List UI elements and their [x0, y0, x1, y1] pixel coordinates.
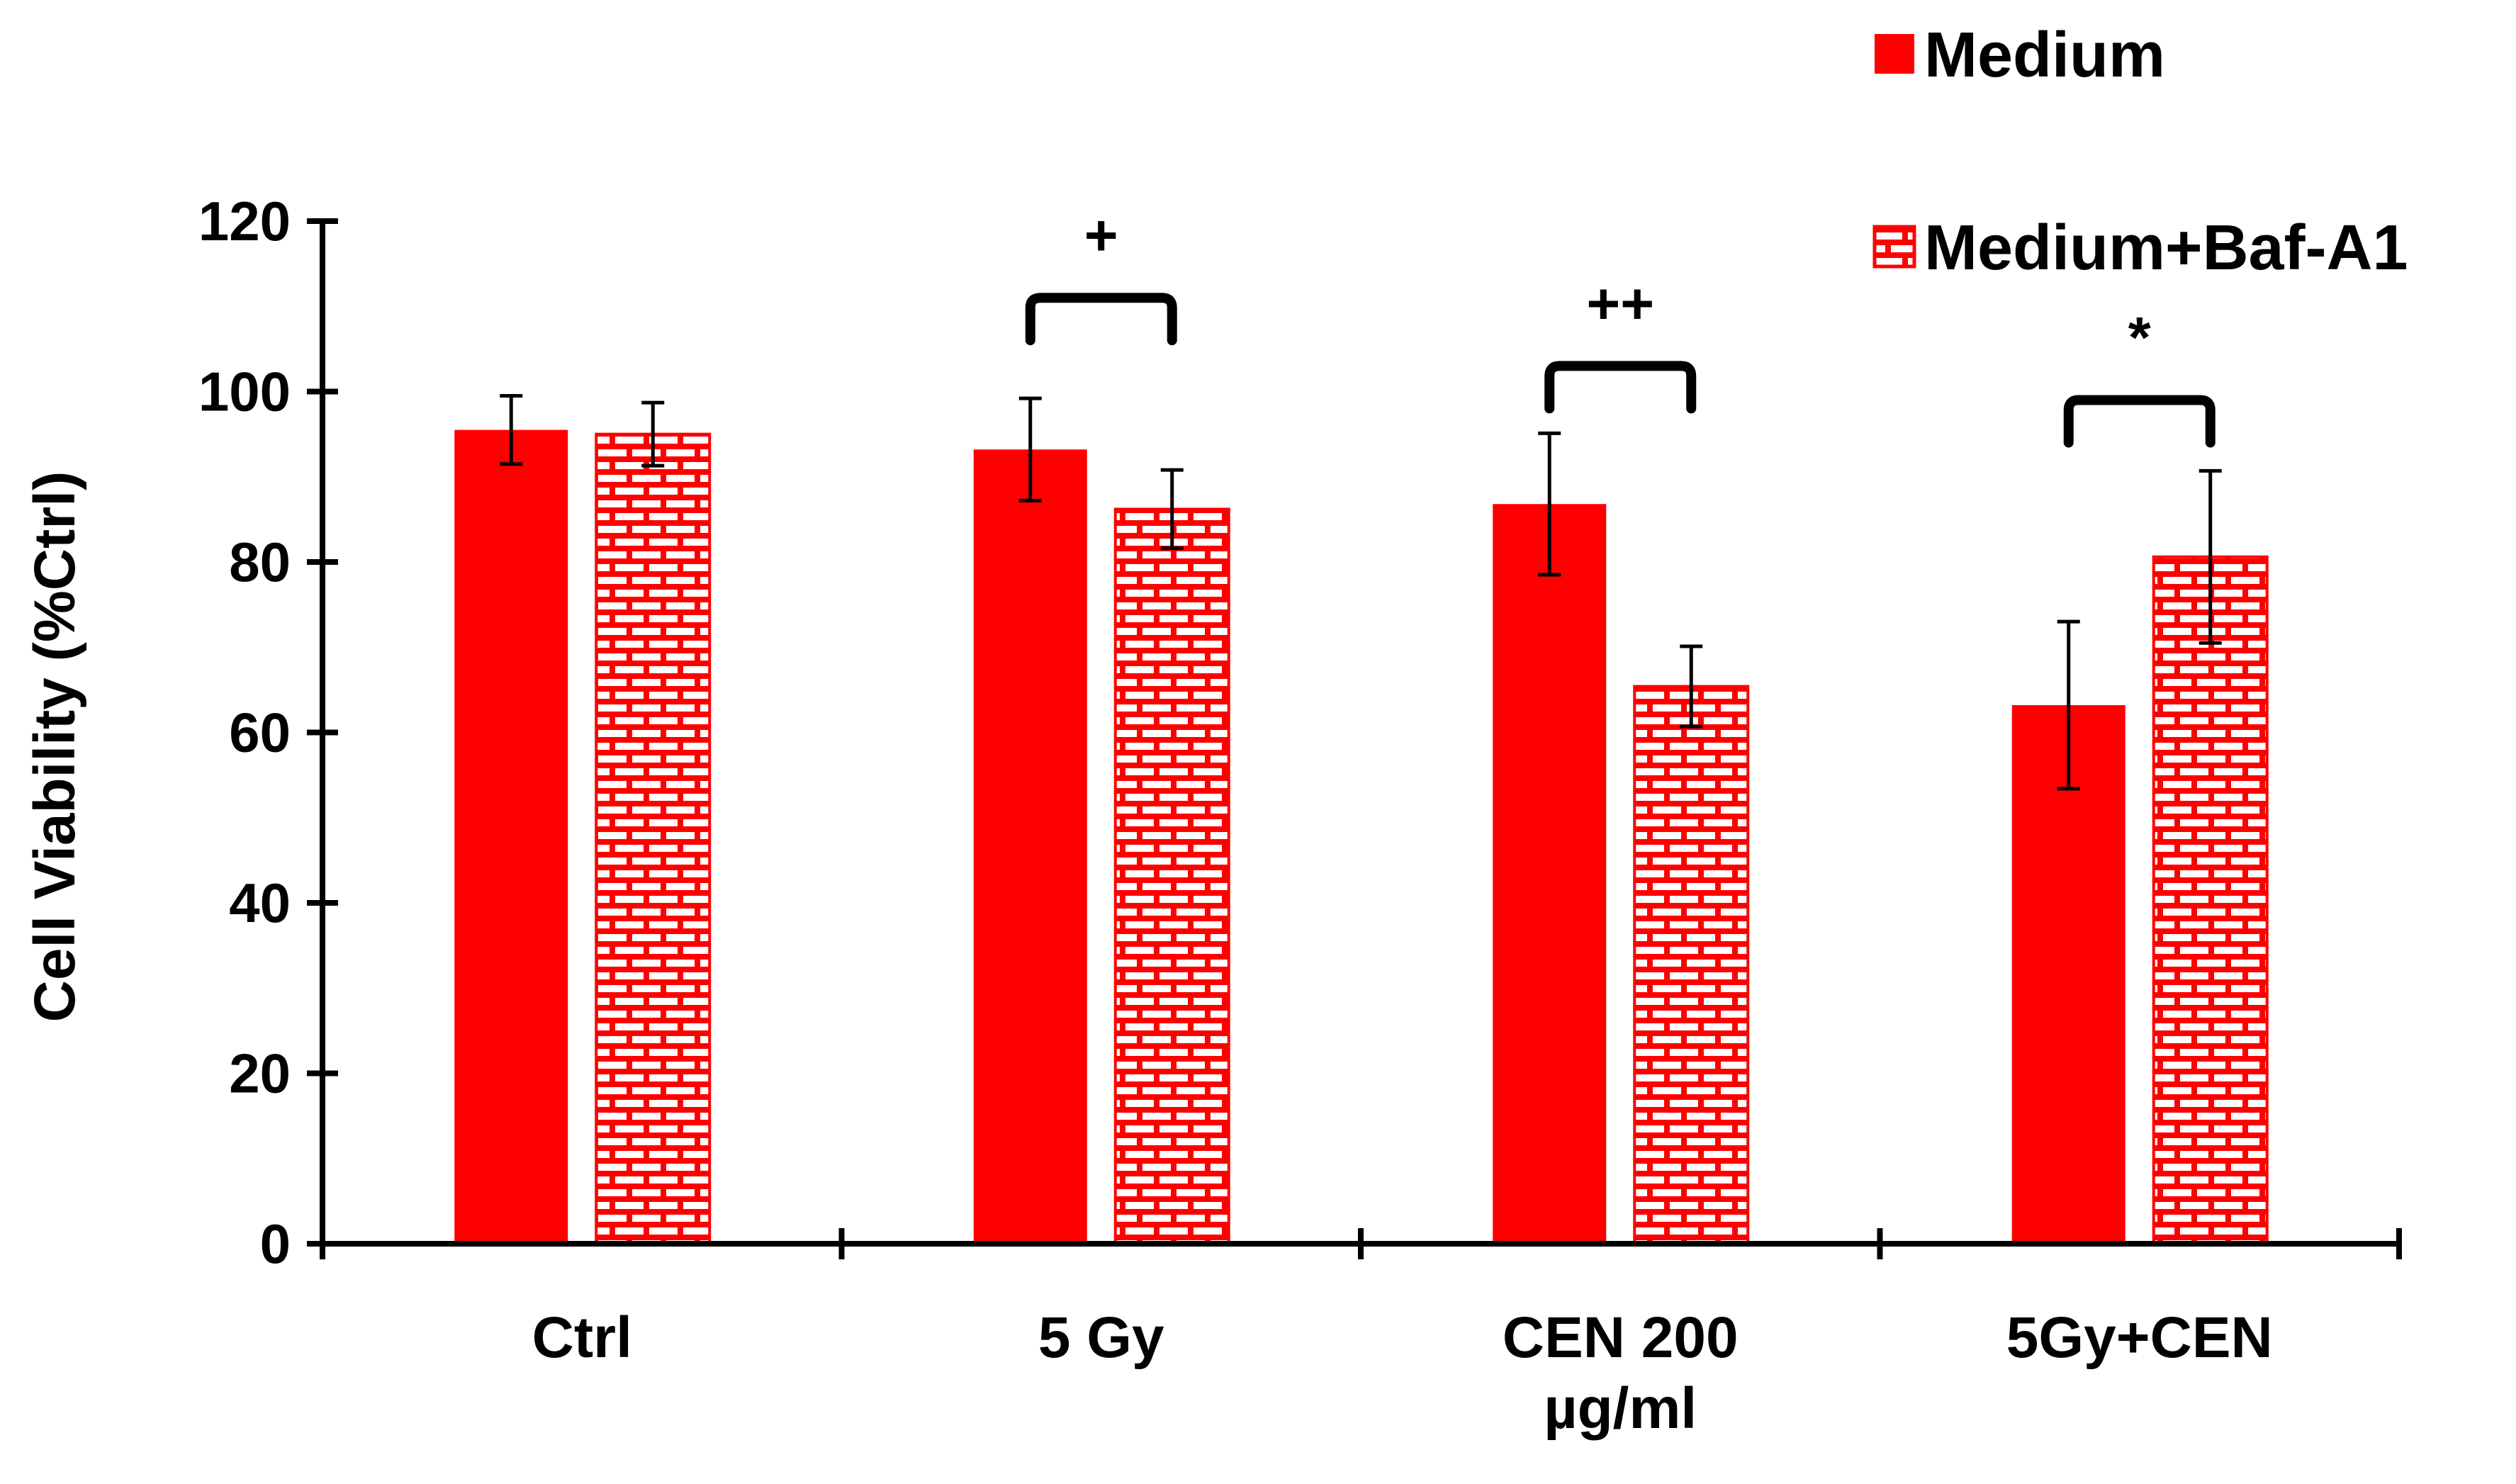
y-tick-label: 120: [198, 190, 291, 252]
significance-marker: *: [2063, 306, 2215, 448]
x-tick-label: µg/ml: [1544, 1376, 1697, 1441]
bar-medium-baf-a1-2: [1633, 685, 1750, 1245]
x-tick-label: Ctrl: [532, 1305, 632, 1370]
legend-swatch: [1875, 34, 1914, 74]
bar-medium-2: [1493, 504, 1607, 1244]
legend-swatch: [1872, 225, 1916, 269]
error-bar: [1538, 431, 1561, 577]
error-bar: [1018, 396, 1042, 502]
bar-medium-baf-a1-0: [595, 432, 712, 1245]
legend-item-medium: Medium: [1875, 20, 2165, 91]
x-tick-label: 5Gy+CEN: [2006, 1305, 2273, 1370]
bar-medium-1: [973, 449, 1087, 1244]
significance-bracket: [1544, 361, 1697, 414]
error-bar: [1680, 644, 1703, 729]
error-bar: [2057, 619, 2080, 791]
y-tick-label: 0: [260, 1213, 291, 1275]
significance-label: ++: [1586, 271, 1654, 336]
y-tick-label: 100: [198, 361, 291, 423]
error-bar: [500, 394, 523, 466]
y-tick-label: 40: [229, 872, 291, 934]
significance-label: *: [2128, 306, 2151, 371]
bar-medium-baf-a1-1: [1113, 507, 1230, 1246]
bar-medium-3: [2011, 705, 2125, 1244]
legend-label: Medium+Baf-A1: [1924, 213, 2408, 283]
significance-marker: +: [1025, 203, 1177, 346]
legend-item-medium-baf-a1: Medium+Baf-A1: [1872, 213, 2408, 283]
bar-medium-baf-a1-3: [2152, 555, 2269, 1245]
y-tick-label: 80: [229, 531, 291, 593]
significance-label: +: [1084, 203, 1118, 268]
legend-label: Medium: [1924, 20, 2165, 91]
significance-bracket: [2063, 395, 2215, 448]
bar-medium-0: [454, 429, 568, 1244]
error-bar: [1160, 468, 1184, 551]
error-bar: [2198, 468, 2222, 645]
y-tick-label: 60: [229, 702, 291, 764]
x-tick-label: 5 Gy: [1038, 1305, 1164, 1370]
significance-bracket: [1025, 293, 1177, 346]
error-bar: [641, 400, 665, 468]
y-axis-title: Cell Viability (%Ctrl): [23, 471, 87, 1023]
y-tick-label: 20: [229, 1042, 291, 1105]
significance-marker: ++: [1544, 271, 1697, 414]
x-tick-label: CEN 200: [1503, 1305, 1739, 1370]
